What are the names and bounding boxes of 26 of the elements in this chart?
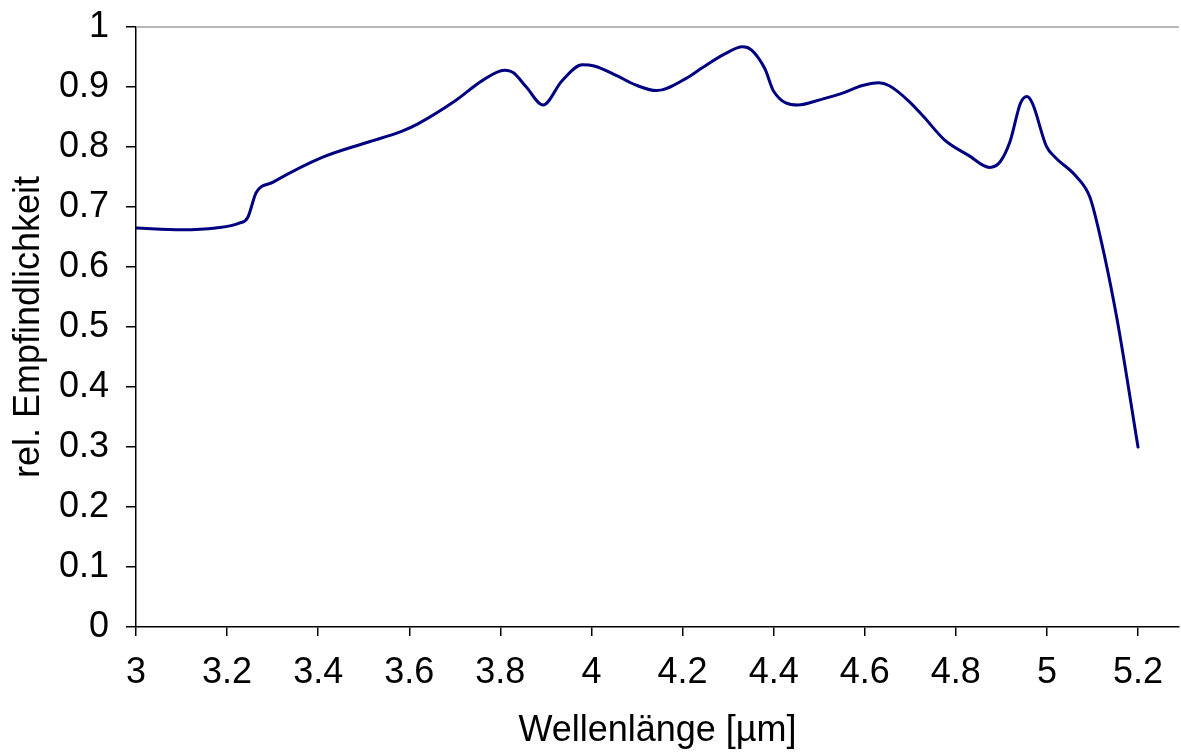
line-series xyxy=(136,45,1140,449)
x-tick-label: 3.4 xyxy=(293,649,344,691)
y-tick-label: 1 xyxy=(88,3,109,45)
x-axis-title: Wellenlänge [µm] xyxy=(518,708,797,750)
y-tick-label: 0.9 xyxy=(58,63,109,105)
y-tick-label: 0.1 xyxy=(58,543,109,585)
x-tick-label: 4.8 xyxy=(930,649,981,691)
y-tick-label: 0 xyxy=(88,603,109,645)
y-tick-label: 0.7 xyxy=(58,183,109,225)
y-tick-label: 0.6 xyxy=(58,243,109,285)
x-tick-label: 5 xyxy=(1036,649,1057,691)
x-tick-label: 3.2 xyxy=(202,649,253,691)
x-tick-label: 4.6 xyxy=(839,649,890,691)
x-tick-label: 3.6 xyxy=(384,649,435,691)
y-tick-label: 0.5 xyxy=(58,303,109,345)
x-tick-label: 4.2 xyxy=(657,649,708,691)
x-tick-label: 3.8 xyxy=(475,649,526,691)
x-tick-label: 5.2 xyxy=(1112,649,1164,691)
x-tick-label: 4.4 xyxy=(748,649,799,691)
y-axis-title: rel. Empfindlichkeit xyxy=(5,175,47,479)
y-tick-label: 0.8 xyxy=(58,123,109,165)
y-tick-label: 0.2 xyxy=(58,483,109,525)
y-tick-label: 0.4 xyxy=(58,363,109,405)
y-tick-label: 0.3 xyxy=(58,423,109,465)
x-tick-label: 4 xyxy=(581,649,602,691)
x-tick-label: 3 xyxy=(125,649,147,691)
